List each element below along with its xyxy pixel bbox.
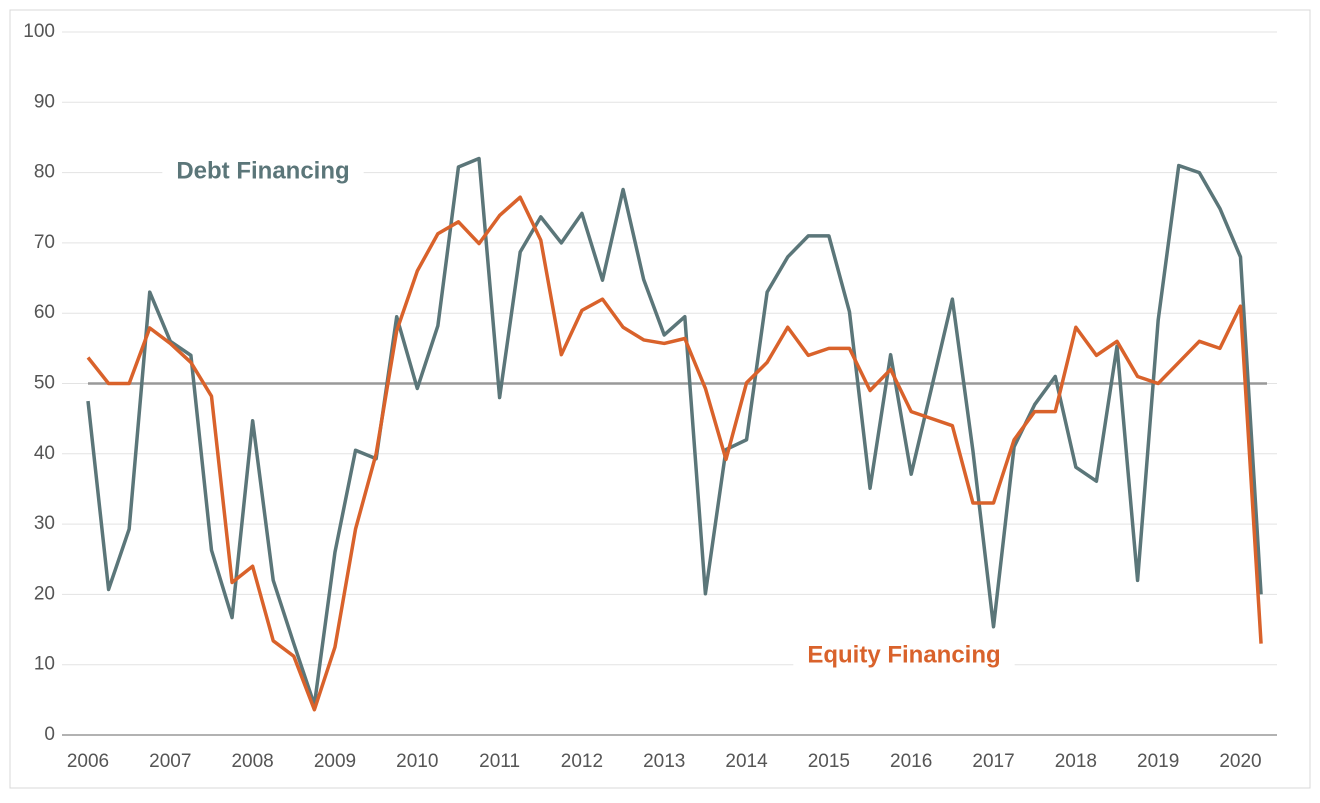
series-line	[86, 156, 1263, 707]
label-background	[162, 153, 364, 189]
x-tick-label: 2006	[67, 751, 109, 772]
y-tick-label: 50	[34, 373, 55, 394]
x-tick-label: 2015	[808, 751, 850, 772]
x-tick-label: 2007	[149, 751, 191, 772]
x-tick-label: 2014	[725, 751, 768, 772]
y-tick-label: 60	[34, 302, 55, 323]
y-tick-label: 80	[34, 162, 55, 183]
y-tick-label: 10	[34, 654, 55, 675]
x-tick-label: 2013	[643, 751, 685, 772]
series-label: Equity Financing	[807, 641, 1000, 668]
x-tick-label: 2009	[314, 751, 356, 772]
x-tick-label: 2020	[1219, 751, 1261, 772]
y-tick-label: 20	[34, 583, 55, 604]
series-label: Debt Financing	[176, 157, 349, 184]
x-tick-label: 2010	[396, 751, 438, 772]
x-tick-label: 2019	[1137, 751, 1179, 772]
x-tick-label: 2016	[890, 751, 932, 772]
label-background	[793, 637, 1015, 673]
x-tick-label: 2018	[1055, 751, 1097, 772]
y-tick-label: 0	[44, 724, 55, 745]
y-tick-label: 40	[34, 443, 55, 464]
x-tick-label: 2012	[561, 751, 603, 772]
series-line	[86, 195, 1263, 712]
y-tick-label: 100	[23, 21, 55, 42]
y-tick-label: 70	[34, 232, 55, 253]
frame	[9, 9, 1311, 789]
x-tick-label: 2017	[972, 751, 1014, 772]
y-tick-label: 90	[34, 91, 55, 112]
x-tick-label: 2011	[479, 751, 520, 772]
x-tick-label: 2008	[231, 751, 273, 772]
y-tick-label: 30	[34, 513, 55, 534]
